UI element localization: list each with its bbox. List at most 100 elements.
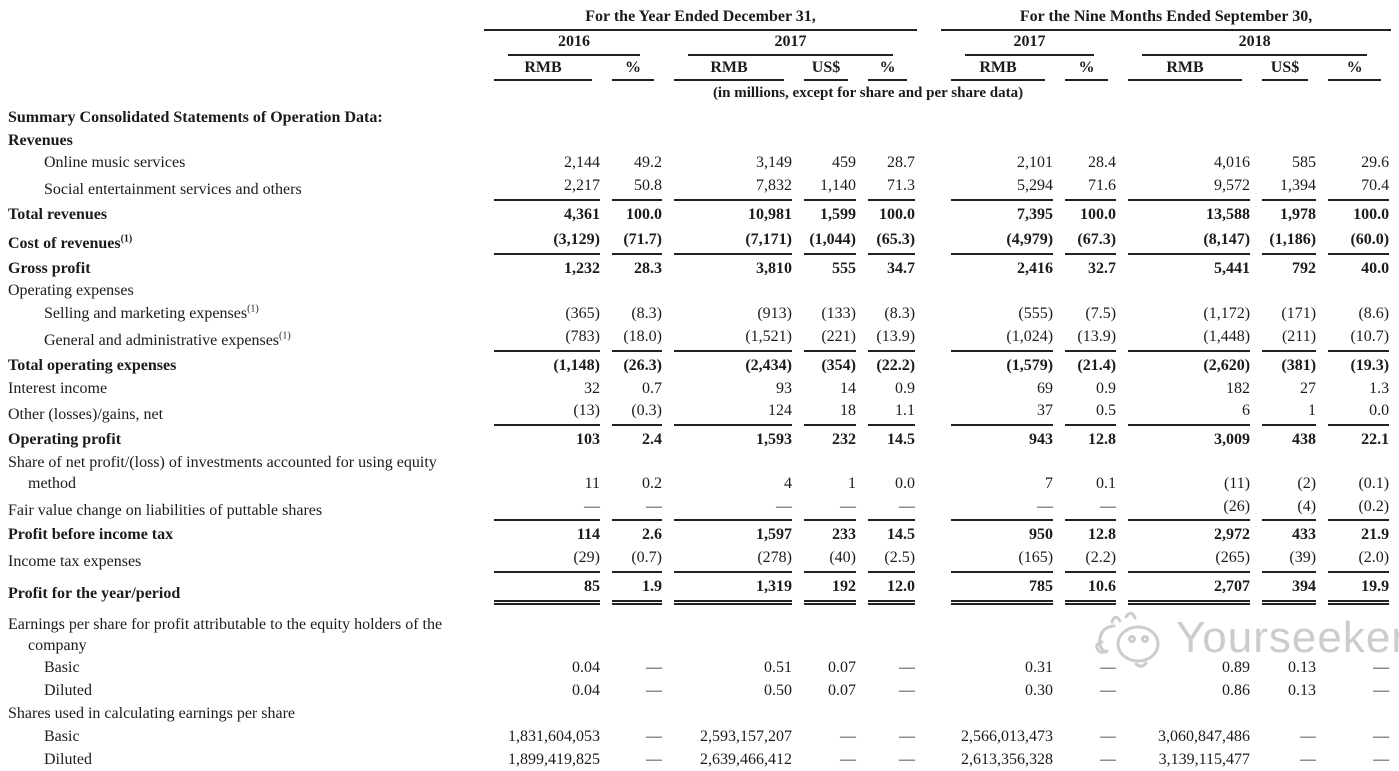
cell-value: [484, 280, 602, 303]
cell-value: (13): [484, 400, 602, 427]
cell-value-text: (7,171): [674, 230, 792, 255]
cell-value: [1055, 130, 1118, 153]
cell-value-text: (13.9): [1065, 327, 1117, 352]
cell-value-text: 27: [1300, 379, 1317, 397]
cell-value-text: —: [840, 750, 856, 768]
group-gap: [917, 547, 941, 574]
cell-value-text: —: [899, 750, 916, 768]
cell-value-text: (2.5): [868, 548, 916, 574]
cell-value: 0.30: [941, 680, 1055, 703]
cell-value: [794, 280, 858, 303]
cell-value: [484, 606, 602, 658]
cell-value-text: (133): [821, 305, 856, 323]
cell-value: 943: [941, 427, 1055, 452]
cell-value: 71.6: [1055, 175, 1118, 202]
cell-value: —: [858, 680, 917, 703]
cell-value: 1,978: [1252, 202, 1318, 227]
cell-value: [664, 107, 794, 130]
row-label: Total revenues: [0, 202, 484, 227]
cell-value: 49.2: [602, 152, 664, 175]
cell-value: 585: [1252, 152, 1318, 175]
cell-value-text: —: [1100, 750, 1117, 768]
cell-value-text: (8.6): [1358, 305, 1390, 323]
group-gap: [917, 353, 941, 378]
cell-value: 4: [664, 452, 794, 496]
cell-value: (8.6): [1318, 303, 1391, 326]
cell-value: —: [794, 496, 858, 523]
cell-value-text: 93: [776, 379, 792, 397]
cell-value-text: 14.5: [887, 526, 916, 544]
cell-value: (381): [1252, 353, 1318, 378]
cell-value: [794, 703, 858, 726]
group-gap: [917, 452, 941, 496]
cell-value: 100.0: [602, 202, 664, 227]
unit-header: %: [858, 57, 917, 83]
cell-value-text: 0.51: [764, 659, 792, 677]
group-gap: [917, 175, 941, 202]
cell-value: (1,024): [941, 326, 1055, 353]
cell-value: [1252, 703, 1318, 726]
cell-value: [1318, 130, 1391, 153]
row-label-text: Revenues: [8, 131, 73, 149]
cell-value-text: 2,639,466,412: [700, 750, 792, 768]
cell-value: [1318, 107, 1391, 130]
cell-value: —: [1055, 496, 1118, 523]
cell-value-text: 0.2: [642, 474, 662, 492]
cell-value: (1,186): [1252, 227, 1318, 256]
cell-value-text: (13.9): [868, 327, 916, 352]
row-label: Income tax expenses: [0, 547, 484, 574]
cell-value: 27: [1252, 378, 1318, 401]
cell-value: [941, 280, 1055, 303]
cell-value-text: (19.3): [1350, 356, 1390, 374]
cell-value-text: 792: [1292, 259, 1317, 277]
cell-value-text: 13,588: [1206, 206, 1251, 224]
cell-value: 7,832: [664, 175, 794, 202]
cell-value-text: —: [804, 497, 856, 522]
cell-value-text: —: [1373, 659, 1390, 677]
unit-header: US$: [1252, 57, 1318, 83]
cell-value: (2): [1252, 452, 1318, 496]
cell-value: [1118, 107, 1252, 130]
cell-value: (2,434): [664, 353, 794, 378]
cell-value: 14.5: [858, 427, 917, 452]
cell-value-text: —: [1373, 682, 1390, 700]
cell-value: —: [1055, 680, 1118, 703]
cell-value: (783): [484, 326, 602, 353]
cell-value-text: —: [646, 682, 662, 700]
cell-value: (221): [794, 326, 858, 353]
cell-value-text: 555: [832, 259, 856, 277]
cell-value: [664, 280, 794, 303]
group-gap: [917, 130, 941, 153]
cell-value: 1,899,419,825: [484, 749, 602, 771]
unit-header: %: [1318, 57, 1391, 83]
group-gap: [917, 574, 941, 606]
cell-value-text: —: [951, 497, 1054, 522]
cell-value-text: 0.7: [642, 379, 662, 397]
cell-value-text: (13): [494, 401, 600, 427]
cell-value: 1.9: [602, 574, 664, 606]
cell-value: 85: [484, 574, 602, 606]
cell-value-text: 0.04: [572, 659, 600, 677]
cell-value: (1,448): [1118, 326, 1252, 353]
cell-value: —: [1055, 726, 1118, 749]
row-label: Operating profit: [0, 427, 484, 452]
cell-value-text: 0.07: [828, 682, 856, 700]
cell-value: (0.1): [1318, 452, 1391, 496]
units-note-row: (in millions, except for share and per s…: [0, 82, 1391, 107]
cell-value: [484, 107, 602, 130]
cell-value: [602, 606, 664, 658]
cell-value-text: 10,981: [748, 206, 792, 224]
cell-value-text: 14.5: [887, 431, 916, 449]
cell-value-text: 943: [1029, 431, 1054, 449]
cell-value: 69: [941, 378, 1055, 401]
cell-value: (2.2): [1055, 547, 1118, 574]
cell-value-text: 12.8: [1088, 526, 1117, 544]
cell-value: (2,620): [1118, 353, 1252, 378]
cell-value-text: 785: [951, 577, 1054, 605]
cell-value: [602, 280, 664, 303]
row-label-text: Basic: [44, 727, 80, 745]
cell-value: 3,810: [664, 256, 794, 281]
cell-value-text: 233: [832, 526, 856, 544]
cell-value: [794, 130, 858, 153]
cell-value: 1.3: [1318, 378, 1391, 401]
